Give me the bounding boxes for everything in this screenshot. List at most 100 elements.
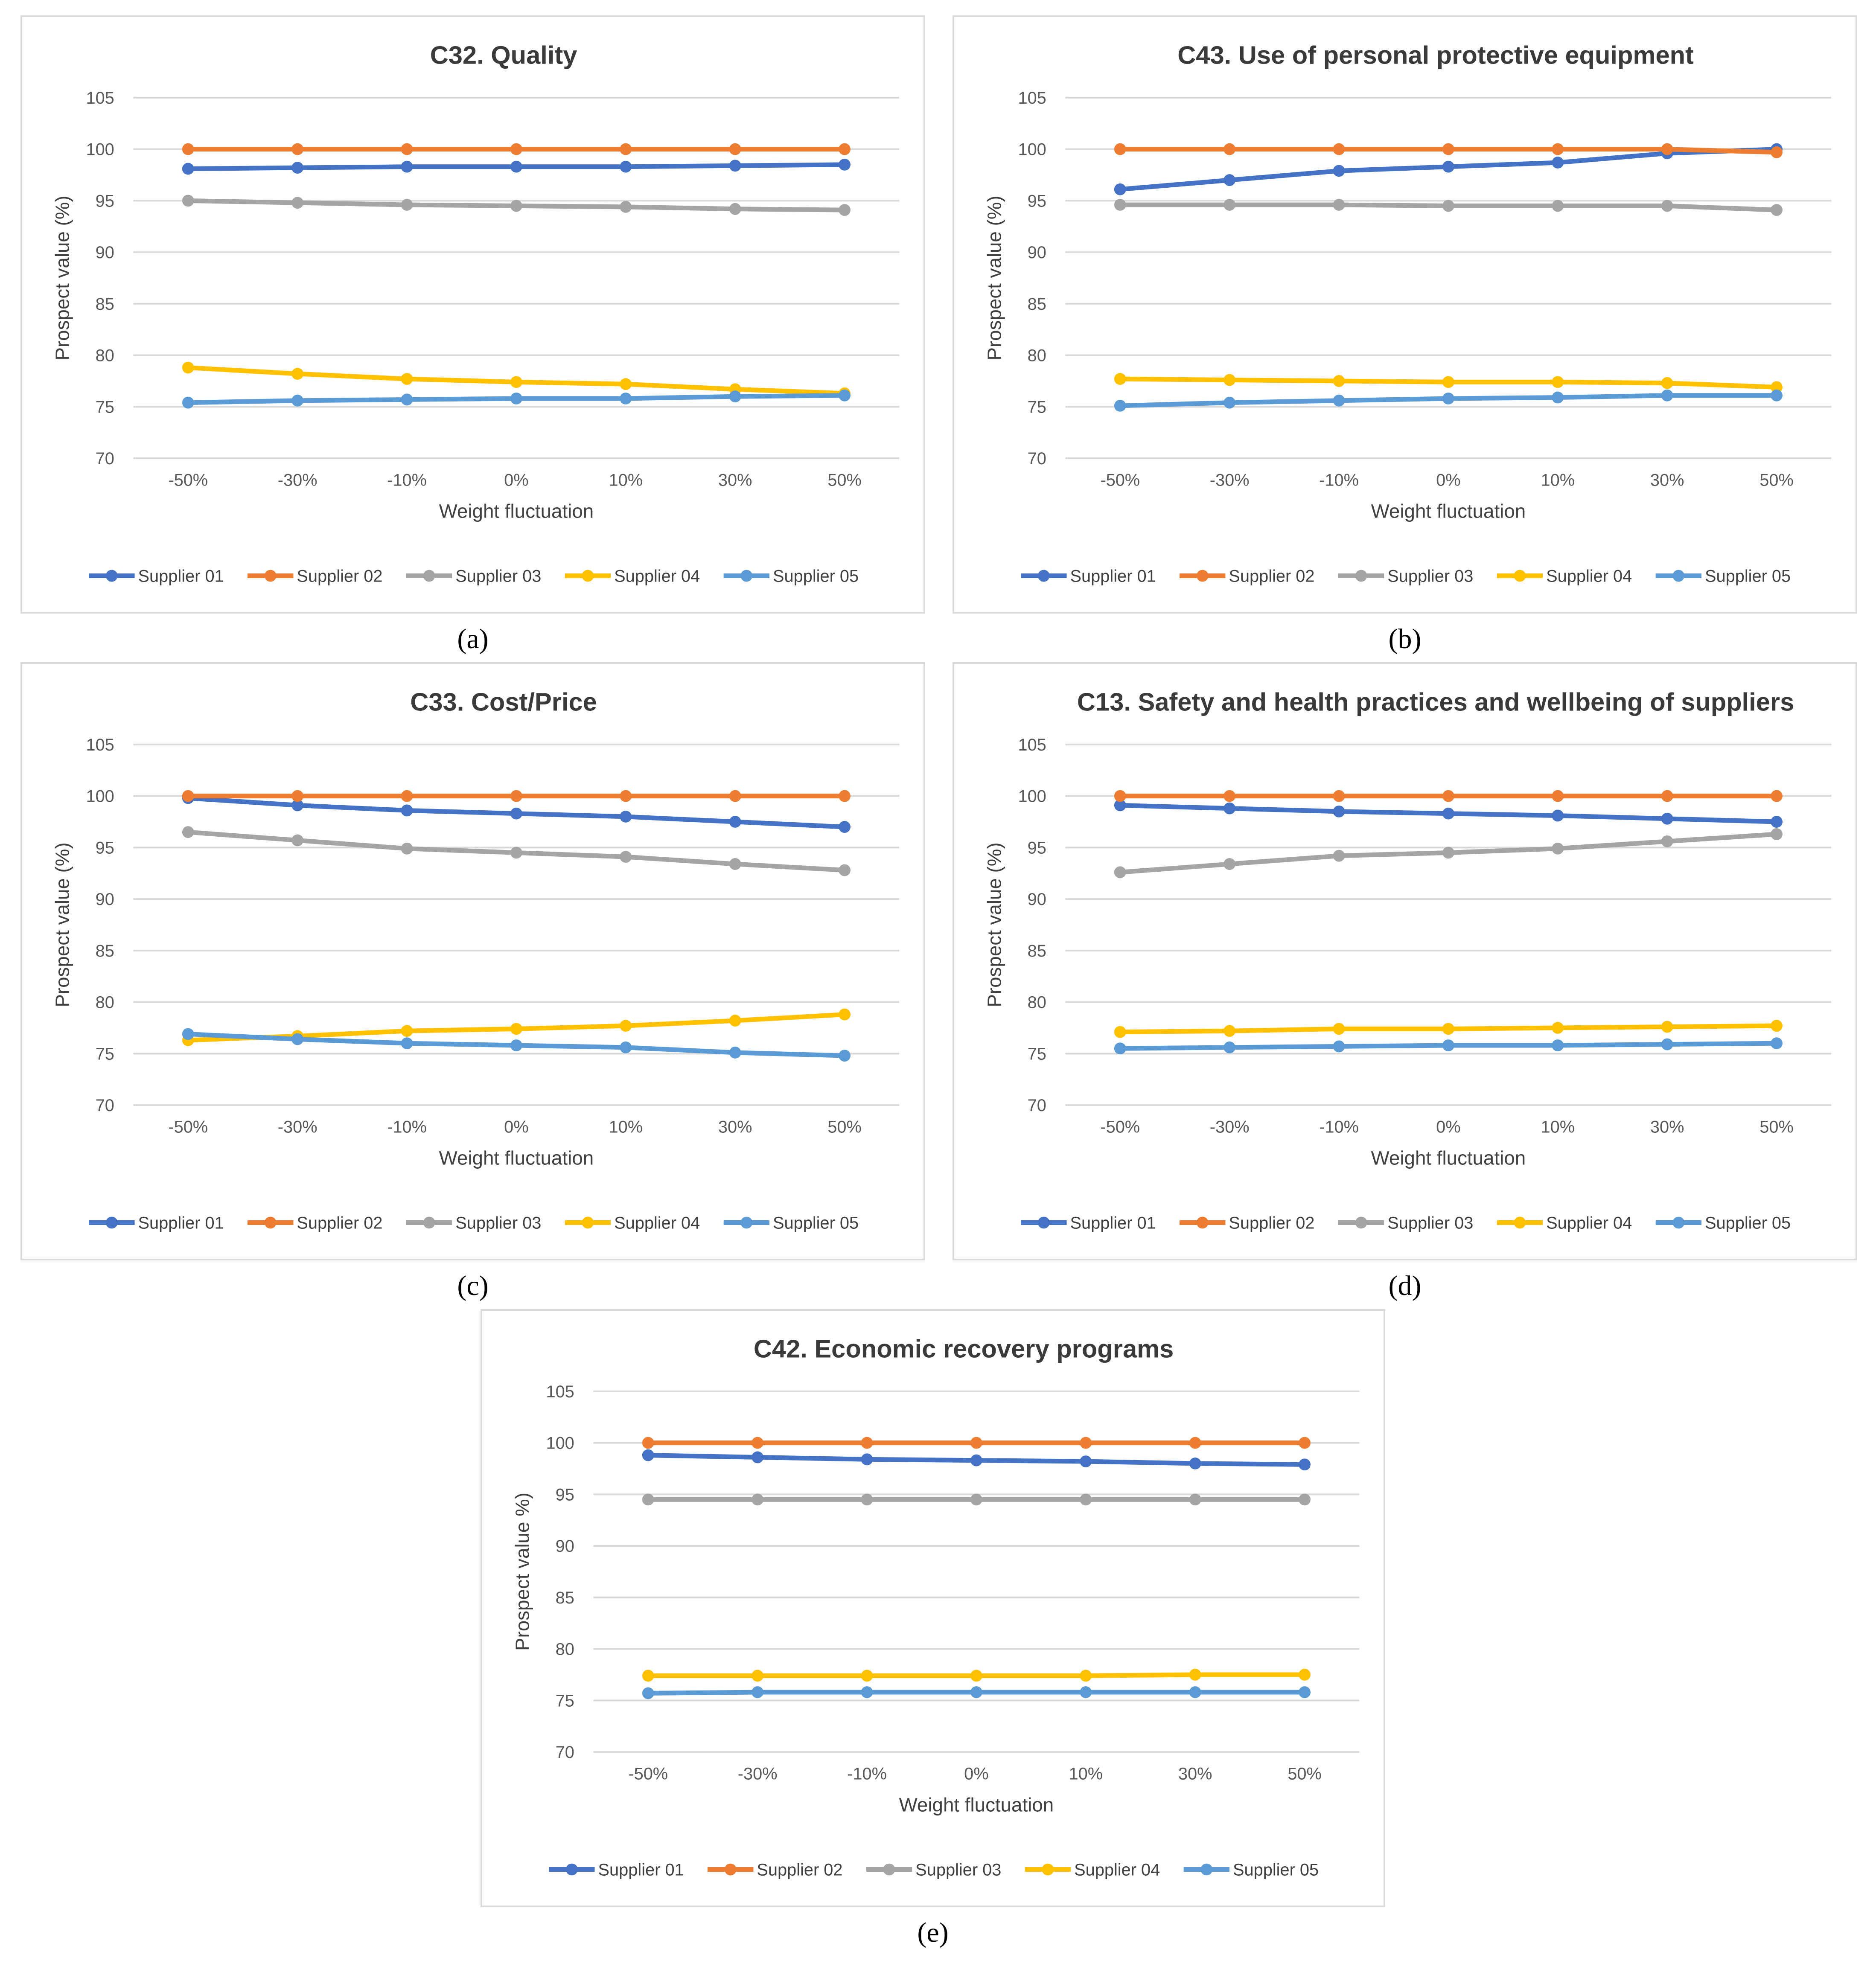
data-point-supplier-03 — [620, 201, 632, 213]
panel-label-c: (c) — [457, 1270, 489, 1301]
data-point-supplier-03 — [291, 834, 304, 847]
legend-item-supplier-05: Supplier 05 — [1655, 1213, 1791, 1232]
data-point-supplier-05 — [1333, 394, 1345, 407]
data-point-supplier-01 — [839, 158, 851, 171]
legend-swatch-marker — [264, 570, 277, 582]
legend-item-supplier-05: Supplier 05 — [723, 1213, 859, 1232]
y-tick-label: 85 — [96, 942, 114, 960]
x-axis-title: Weight fluctuation — [439, 1147, 594, 1169]
y-axis-title: Prospect value (%) — [51, 842, 73, 1007]
legend-item-supplier-02: Supplier 02 — [248, 567, 383, 585]
data-point-supplier-02 — [1114, 790, 1126, 802]
chart-title: C13. Safety and health practices and wel… — [1077, 687, 1794, 716]
data-point-supplier-01 — [401, 160, 413, 173]
legend-label: Supplier 04 — [614, 1213, 700, 1232]
y-tick-label: 80 — [96, 346, 114, 365]
data-point-supplier-02 — [1661, 143, 1673, 155]
legend-item-supplier-02: Supplier 02 — [1180, 567, 1315, 585]
legend-label: Supplier 05 — [773, 1213, 859, 1232]
x-tick-label: 0% — [504, 1118, 528, 1137]
data-point-supplier-04 — [1299, 1669, 1311, 1681]
chart-safety-health-svg: C13. Safety and health practices and wel… — [983, 687, 1832, 1232]
data-point-supplier-02 — [401, 143, 413, 155]
data-point-supplier-04 — [1114, 373, 1126, 385]
data-point-supplier-03 — [291, 197, 304, 209]
data-point-supplier-02 — [1771, 790, 1783, 802]
data-point-supplier-01 — [752, 1451, 764, 1463]
legend-label: Supplier 04 — [1074, 1860, 1160, 1879]
data-point-supplier-02 — [1552, 790, 1564, 802]
x-tick-label: -10% — [1319, 1118, 1359, 1137]
y-tick-label: 70 — [556, 1743, 574, 1762]
chart-ppe-svg: C43. Use of personal protective equipmen… — [983, 41, 1832, 585]
x-tick-label: 50% — [1759, 471, 1794, 490]
data-point-supplier-04 — [642, 1670, 654, 1682]
legend-item-supplier-04: Supplier 04 — [565, 567, 700, 585]
legend-label: Supplier 02 — [1229, 567, 1314, 585]
y-tick-label: 75 — [556, 1691, 574, 1710]
data-point-supplier-02 — [291, 143, 304, 155]
x-tick-label: 10% — [1541, 471, 1575, 490]
y-tick-label: 90 — [1028, 890, 1046, 909]
data-point-supplier-03 — [642, 1493, 654, 1506]
data-point-supplier-04 — [1189, 1669, 1201, 1681]
x-axis-title: Weight fluctuation — [1371, 500, 1526, 522]
chart-title: C33. Cost/Price — [410, 687, 597, 716]
legend-label: Supplier 04 — [1546, 567, 1632, 585]
legend-swatch-marker — [582, 1216, 594, 1229]
legend-label: Supplier 01 — [138, 567, 224, 585]
data-point-supplier-02 — [861, 1437, 873, 1449]
data-point-supplier-01 — [1333, 805, 1345, 818]
x-tick-label: 10% — [1069, 1765, 1103, 1784]
x-tick-label: -30% — [1210, 1118, 1250, 1137]
x-tick-label: 50% — [1288, 1765, 1322, 1784]
data-point-supplier-01 — [510, 160, 522, 173]
data-point-supplier-02 — [729, 143, 741, 155]
legend-swatch-marker — [1037, 1216, 1050, 1229]
data-point-supplier-02 — [291, 790, 304, 802]
x-tick-label: 0% — [1436, 471, 1460, 490]
data-point-supplier-03 — [1333, 199, 1345, 211]
y-tick-label: 100 — [86, 787, 114, 806]
y-tick-label: 70 — [1028, 449, 1046, 468]
x-tick-label: -10% — [387, 1118, 427, 1137]
data-point-supplier-01 — [620, 811, 632, 823]
data-point-supplier-04 — [861, 1670, 873, 1682]
data-point-supplier-02 — [1661, 790, 1673, 802]
legend-swatch-marker — [423, 1216, 435, 1229]
data-point-supplier-05 — [510, 393, 522, 404]
legend-swatch-marker — [724, 1863, 737, 1876]
panel-label-a: (a) — [457, 623, 489, 655]
legend-label: Supplier 05 — [773, 567, 859, 585]
y-tick-label: 80 — [96, 993, 114, 1012]
data-point-supplier-01 — [1442, 807, 1454, 820]
legend-swatch-marker — [105, 1216, 118, 1229]
x-tick-label: 50% — [827, 1118, 862, 1137]
y-tick-label: 75 — [96, 398, 114, 416]
legend-item-supplier-04: Supplier 04 — [1025, 1860, 1160, 1879]
legend-item-supplier-05: Supplier 05 — [723, 567, 859, 585]
data-point-supplier-05 — [1661, 389, 1673, 402]
y-tick-label: 70 — [96, 1096, 114, 1115]
data-point-supplier-04 — [182, 361, 194, 374]
legend-swatch-marker — [740, 1216, 753, 1229]
legend-swatch-marker — [105, 570, 118, 582]
chart-cost-price: C33. Cost/Price 70 75 80 85 90 95 100 105 -50% -30… — [20, 662, 925, 1260]
data-point-supplier-03 — [1189, 1493, 1201, 1506]
legend-item-supplier-01: Supplier 01 — [549, 1860, 684, 1879]
legend-swatch-marker — [1037, 570, 1050, 582]
legend-item-supplier-04: Supplier 04 — [1497, 1213, 1632, 1232]
y-tick-label: 95 — [96, 192, 114, 210]
data-point-supplier-05 — [1552, 391, 1564, 404]
x-tick-label: -10% — [387, 471, 427, 490]
chart-title: C43. Use of personal protective equipmen… — [1177, 41, 1694, 69]
data-point-supplier-05 — [1299, 1686, 1311, 1698]
legend-label: Supplier 03 — [455, 567, 541, 585]
data-point-supplier-03 — [401, 199, 413, 211]
y-axis-title: Prospect value (%) — [51, 195, 73, 360]
data-point-supplier-03 — [182, 195, 194, 207]
data-point-supplier-05 — [1442, 1039, 1454, 1051]
data-point-supplier-04 — [1552, 1022, 1564, 1034]
legend-label: Supplier 03 — [1387, 1213, 1473, 1232]
data-point-supplier-03 — [839, 864, 851, 876]
